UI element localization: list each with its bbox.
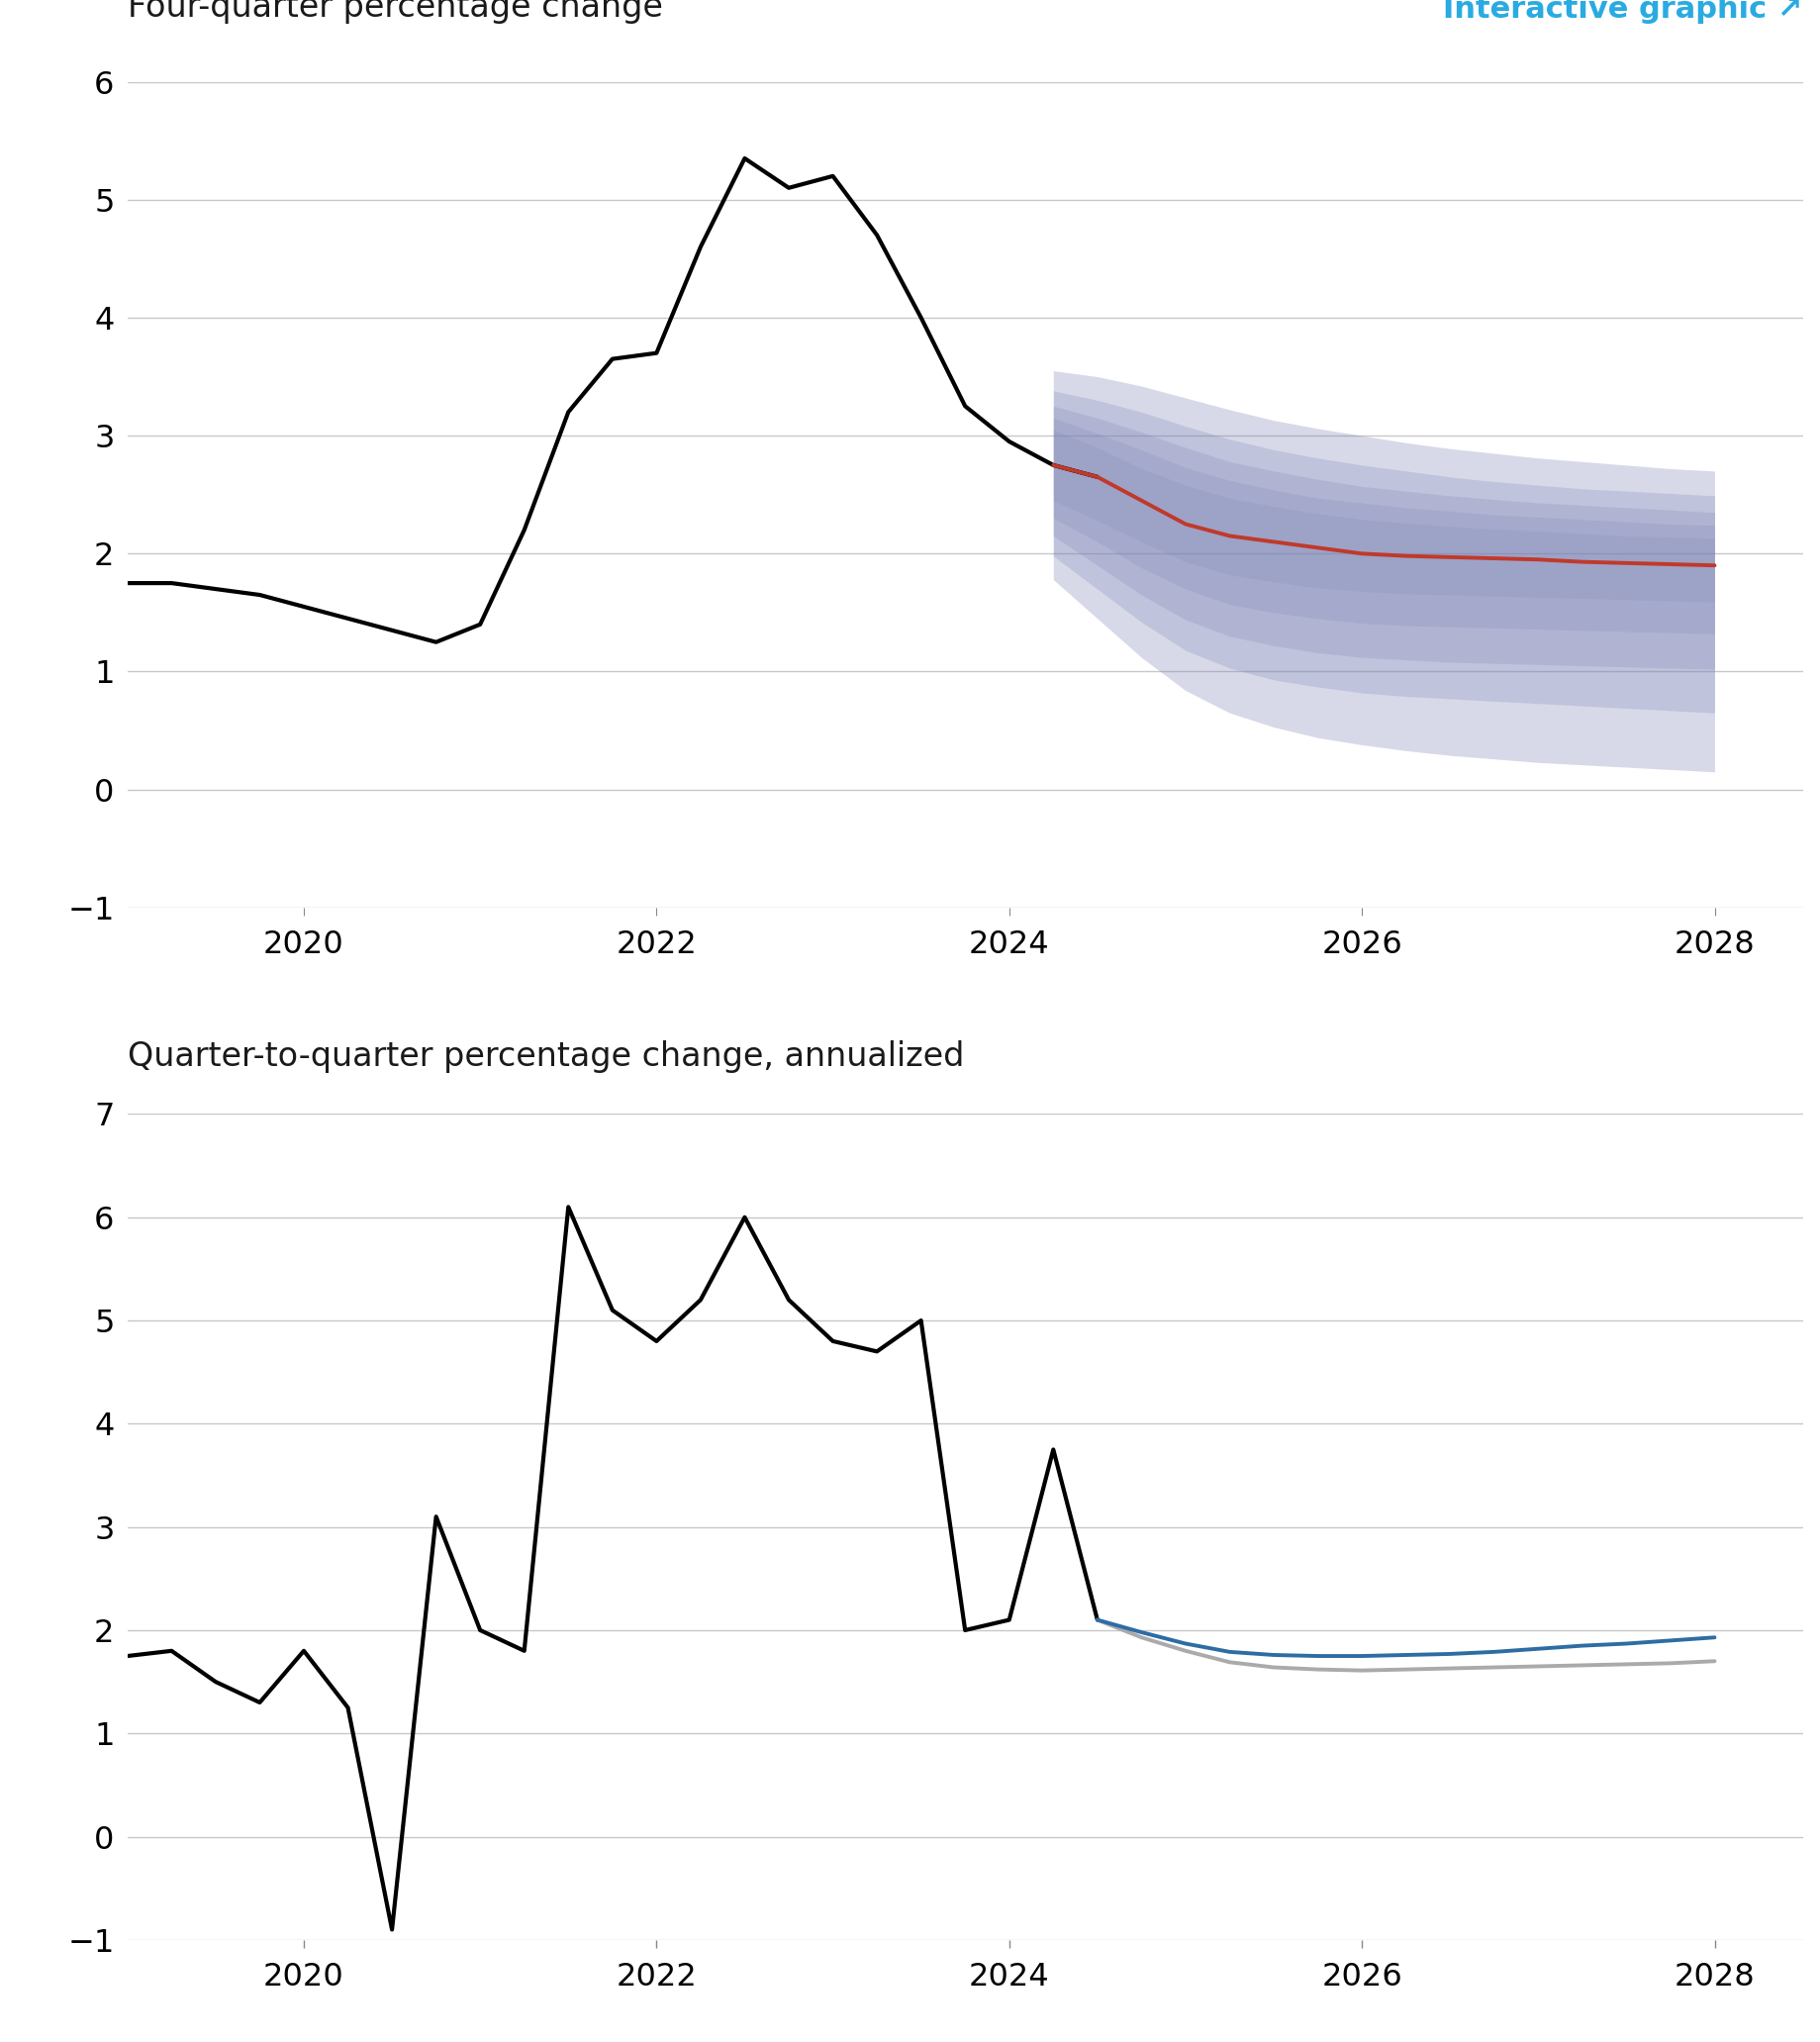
Text: Four-quarter percentage change: Four-quarter percentage change [127,0,662,25]
Text: Quarter-to-quarter percentage change, annualized: Quarter-to-quarter percentage change, an… [127,1039,963,1072]
Text: Interactive graphic ↗: Interactive graphic ↗ [1443,0,1802,25]
